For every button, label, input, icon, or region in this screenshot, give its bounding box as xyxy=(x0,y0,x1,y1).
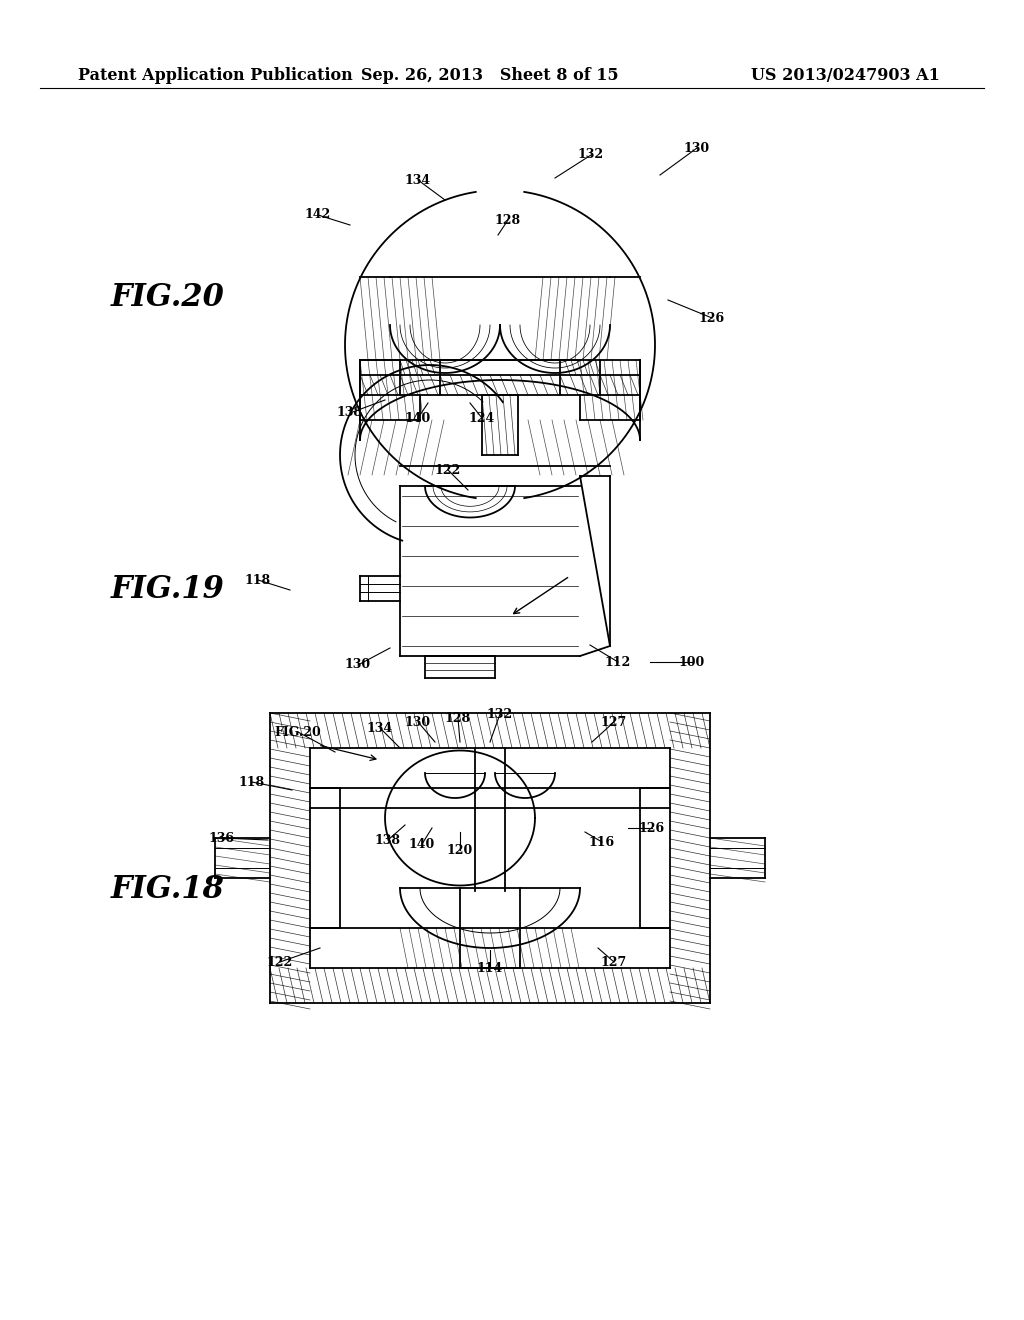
Text: Patent Application Publication: Patent Application Publication xyxy=(78,67,352,84)
Text: Sep. 26, 2013   Sheet 8 of 15: Sep. 26, 2013 Sheet 8 of 15 xyxy=(361,67,618,84)
Text: 130: 130 xyxy=(345,659,371,672)
Text: 118: 118 xyxy=(239,776,265,788)
Text: 128: 128 xyxy=(445,711,471,725)
Text: 127: 127 xyxy=(601,956,627,969)
Text: 126: 126 xyxy=(639,821,665,834)
Text: 112: 112 xyxy=(605,656,631,668)
Text: 132: 132 xyxy=(487,708,513,721)
Text: FIG.20: FIG.20 xyxy=(274,726,322,738)
Text: US 2013/0247903 A1: US 2013/0247903 A1 xyxy=(752,67,940,84)
Text: 140: 140 xyxy=(404,412,431,425)
Text: 128: 128 xyxy=(495,214,521,227)
Text: 134: 134 xyxy=(404,173,431,186)
Text: 138: 138 xyxy=(337,407,362,420)
Text: 138: 138 xyxy=(375,833,401,846)
Text: 130: 130 xyxy=(684,141,710,154)
Text: 142: 142 xyxy=(305,209,331,222)
Text: 118: 118 xyxy=(245,573,271,586)
Text: 126: 126 xyxy=(699,312,725,325)
Text: 122: 122 xyxy=(435,463,461,477)
Text: 136: 136 xyxy=(209,832,234,845)
Text: 116: 116 xyxy=(589,836,615,849)
Text: 124: 124 xyxy=(469,412,496,425)
Text: 127: 127 xyxy=(601,715,627,729)
Text: FIG.19: FIG.19 xyxy=(111,574,225,606)
Text: 130: 130 xyxy=(404,715,431,729)
Text: 100: 100 xyxy=(679,656,706,668)
Text: 134: 134 xyxy=(367,722,393,734)
Text: 122: 122 xyxy=(267,956,293,969)
Text: FIG.20: FIG.20 xyxy=(111,282,225,314)
Text: 132: 132 xyxy=(578,149,604,161)
Text: 140: 140 xyxy=(409,837,435,850)
Text: 114: 114 xyxy=(477,961,503,974)
Text: 120: 120 xyxy=(446,843,473,857)
Text: FIG.18: FIG.18 xyxy=(111,874,225,906)
